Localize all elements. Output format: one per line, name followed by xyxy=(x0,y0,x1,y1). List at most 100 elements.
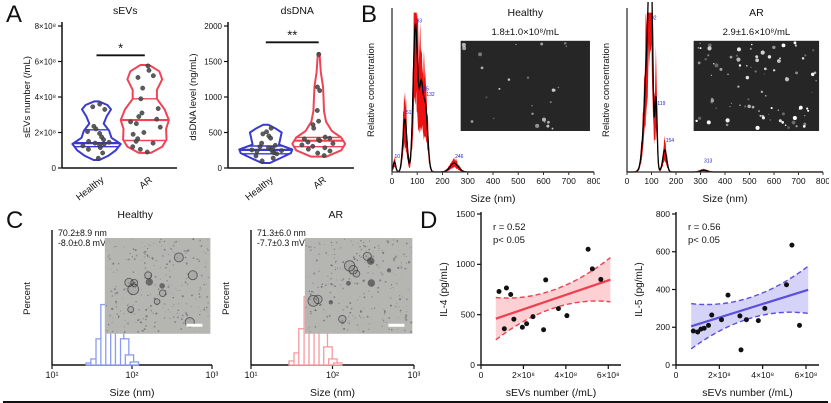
svg-text:1.8±1.0×10⁸/mL: 1.8±1.0×10⁸/mL xyxy=(492,27,560,38)
svg-text:500: 500 xyxy=(461,309,475,319)
svg-text:Percent: Percent xyxy=(221,282,232,315)
svg-text:0: 0 xyxy=(470,360,475,370)
svg-text:IL-5 (pg/mL): IL-5 (pg/mL) xyxy=(634,262,645,316)
svg-text:400: 400 xyxy=(718,176,732,186)
svg-text:1000: 1000 xyxy=(456,259,475,269)
svg-text:400: 400 xyxy=(656,284,670,294)
svg-text:**: ** xyxy=(287,27,297,42)
svg-text:p< 0.05: p< 0.05 xyxy=(493,235,525,246)
svg-text:119: 119 xyxy=(657,101,665,107)
svg-text:10³: 10³ xyxy=(205,370,218,380)
svg-text:100: 100 xyxy=(410,176,424,186)
svg-text:600: 600 xyxy=(767,176,781,186)
svg-text:6×10⁸: 6×10⁸ xyxy=(597,370,620,380)
svg-text:2000: 2000 xyxy=(204,22,222,31)
size-histogram-healthy: 10¹ 10² 10³ Size (nm) Percent 70.2±8.9 nm -8.0… xyxy=(20,206,218,399)
svg-text:4×10⁸: 4×10⁸ xyxy=(35,93,56,102)
svg-text:500: 500 xyxy=(742,176,756,186)
svg-text:sEVs: sEVs xyxy=(113,5,138,17)
svg-text:*: * xyxy=(118,40,123,55)
svg-text:600: 600 xyxy=(656,247,670,257)
svg-text:700: 700 xyxy=(791,176,805,186)
svg-text:sEVs number (/mL): sEVs number (/mL) xyxy=(506,387,596,399)
svg-text:r = 0.52: r = 0.52 xyxy=(493,222,525,233)
svg-text:2×10⁸: 2×10⁸ xyxy=(512,370,535,380)
svg-text:4×10⁸: 4×10⁸ xyxy=(554,370,577,380)
svg-text:Percent: Percent xyxy=(22,282,33,315)
svg-text:AR: AR xyxy=(311,175,328,192)
svg-text:10: 10 xyxy=(395,154,401,160)
svg-text:AR: AR xyxy=(749,7,764,19)
svg-text:0: 0 xyxy=(479,370,484,380)
svg-text:0: 0 xyxy=(674,370,679,380)
svg-text:71.3±6.0 nm: 71.3±6.0 nm xyxy=(257,228,306,238)
violin-plot-dsdna: 0 500 1000 1500 2000 dsDNA dsDNA level (ng/mL)… xyxy=(186,2,362,204)
svg-text:4×10⁸: 4×10⁸ xyxy=(751,370,774,380)
svg-text:93: 93 xyxy=(416,18,422,24)
svg-text:1000: 1000 xyxy=(204,93,222,102)
svg-text:313: 313 xyxy=(704,159,713,165)
scatter-il5-correlation: 0 200 400 600 800 0 2×10⁸ 4×10⁸ 6×10⁸ r = 0.56 p< … xyxy=(632,206,829,399)
svg-text:800: 800 xyxy=(587,176,600,186)
svg-text:sEVs number (/mL): sEVs number (/mL) xyxy=(22,56,33,138)
svg-text:10³: 10³ xyxy=(407,370,420,380)
svg-text:200: 200 xyxy=(656,322,670,332)
svg-text:Size (nm): Size (nm) xyxy=(471,193,516,204)
panel-label-b: B xyxy=(361,1,378,28)
scatter-il4-correlation: 0 500 1000 1500 0 2×10⁸ 4×10⁸ 6×10⁸ r = 0.52 p< 0… xyxy=(437,206,631,399)
svg-text:Healthy: Healthy xyxy=(243,175,275,204)
svg-text:500: 500 xyxy=(511,176,525,186)
svg-text:600: 600 xyxy=(536,176,550,186)
nta-plot-ar: 0 100 200 300 400 500 600 700 800 Size (nm) Relati… xyxy=(601,2,829,204)
svg-text:6×10⁸: 6×10⁸ xyxy=(795,370,818,380)
svg-text:Relative concentration: Relative concentration xyxy=(601,43,612,137)
figure-bottom-rule xyxy=(3,401,828,403)
svg-text:51: 51 xyxy=(406,110,412,116)
svg-text:0: 0 xyxy=(665,360,670,370)
svg-text:2.9±1.6×10⁸/mL: 2.9±1.6×10⁸/mL xyxy=(723,27,791,38)
svg-text:800: 800 xyxy=(656,209,670,219)
svg-text:AR: AR xyxy=(328,209,343,221)
svg-text:300: 300 xyxy=(693,176,707,186)
svg-text:IL-4 (pg/mL): IL-4 (pg/mL) xyxy=(439,262,450,316)
svg-text:92: 92 xyxy=(651,15,657,21)
svg-text:dsDNA level (ng/mL): dsDNA level (ng/mL) xyxy=(188,53,199,140)
violin-plot-sevs: 0 2×10⁸ 4×10⁸ 6×10⁸ 8×10⁸ sEVs sEVs number (/m… xyxy=(20,2,185,204)
svg-text:dsDNA: dsDNA xyxy=(281,5,314,17)
svg-text:0: 0 xyxy=(52,164,57,173)
panel-label-c: C xyxy=(6,207,24,234)
svg-text:700: 700 xyxy=(562,176,576,186)
svg-text:10¹: 10¹ xyxy=(45,370,58,380)
svg-text:Size (nm): Size (nm) xyxy=(110,387,155,399)
svg-text:Size (nm): Size (nm) xyxy=(703,193,748,204)
svg-text:400: 400 xyxy=(486,176,500,186)
svg-text:0: 0 xyxy=(390,176,395,186)
svg-text:6×10⁸: 6×10⁸ xyxy=(35,57,56,66)
panel-label-a: A xyxy=(6,1,23,28)
nta-plot-healthy: 0 100 200 300 400 500 600 700 800 Size (nm) Relati… xyxy=(366,2,600,204)
svg-text:Relative concentration: Relative concentration xyxy=(366,43,377,137)
svg-text:154: 154 xyxy=(666,138,675,144)
svg-text:132: 132 xyxy=(426,92,435,98)
svg-text:Size (nm): Size (nm) xyxy=(310,387,355,399)
svg-text:-8.0±0.8 mV: -8.0±0.8 mV xyxy=(58,238,106,248)
svg-text:Healthy: Healthy xyxy=(74,175,106,204)
svg-text:10²: 10² xyxy=(326,370,339,380)
svg-text:-7.7±0.3 mV: -7.7±0.3 mV xyxy=(257,238,305,248)
svg-text:0: 0 xyxy=(625,176,630,186)
svg-text:Healthy: Healthy xyxy=(117,209,153,221)
svg-text:200: 200 xyxy=(435,176,449,186)
panel-label-d: D xyxy=(420,207,438,234)
svg-text:8×10⁸: 8×10⁸ xyxy=(35,22,56,31)
svg-text:200: 200 xyxy=(669,176,683,186)
svg-text:800: 800 xyxy=(816,176,829,186)
svg-text:500: 500 xyxy=(209,128,223,137)
svg-text:1500: 1500 xyxy=(204,57,222,66)
svg-text:246: 246 xyxy=(455,154,464,160)
svg-text:10²: 10² xyxy=(125,370,138,380)
svg-text:r = 0.56: r = 0.56 xyxy=(688,222,720,233)
svg-text:100: 100 xyxy=(644,176,658,186)
svg-text:1500: 1500 xyxy=(456,209,475,219)
svg-text:sEVs number (/mL): sEVs number (/mL) xyxy=(702,387,792,399)
